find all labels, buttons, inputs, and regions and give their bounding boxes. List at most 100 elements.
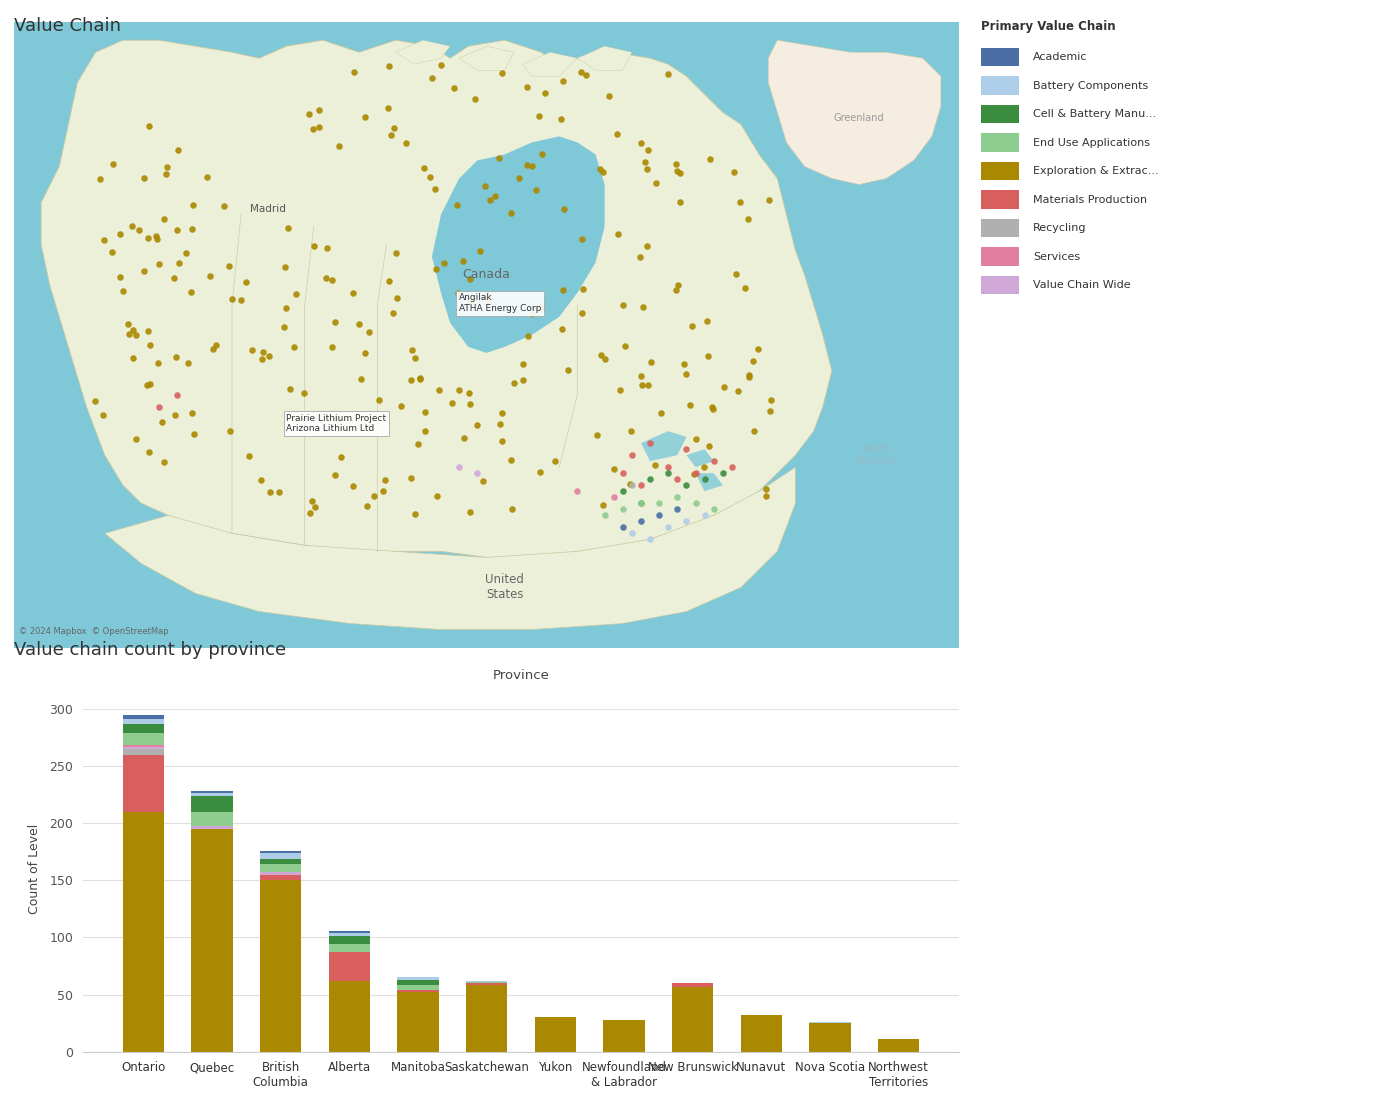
Point (500, 204, 522, 221)
Bar (328, 933, 370, 937)
Bar (328, 944, 370, 952)
Bar (328, 931, 370, 933)
Point (621, 476, 643, 494)
Point (219, 422, 242, 439)
Point (469, 241, 491, 259)
Point (374, 472, 396, 489)
Point (353, 108, 375, 126)
Point (316, 269, 338, 287)
Point (683, 466, 705, 484)
Point (382, 304, 404, 322)
Point (639, 530, 661, 548)
Point (425, 487, 447, 505)
Point (713, 379, 736, 396)
Point (629, 248, 651, 266)
Bar (397, 992, 439, 1052)
Point (665, 281, 687, 299)
Point (632, 298, 654, 315)
Point (475, 288, 497, 306)
Point (684, 464, 707, 482)
Point (279, 380, 301, 397)
Point (516, 156, 538, 174)
Bar (192, 829, 232, 1052)
Point (150, 413, 172, 431)
Point (621, 525, 643, 542)
Point (92, 231, 115, 249)
Point (348, 315, 370, 333)
Point (629, 495, 651, 513)
Bar (123, 724, 164, 733)
Text: © 2024 Mapbox  © OpenStreetMap: © 2024 Mapbox © OpenStreetMap (18, 628, 168, 637)
Point (458, 504, 480, 521)
Point (428, 381, 450, 399)
Point (276, 219, 298, 237)
Point (755, 480, 777, 498)
Point (258, 348, 280, 365)
FancyBboxPatch shape (981, 133, 1020, 152)
Polygon shape (41, 40, 832, 558)
Point (466, 464, 489, 482)
Point (342, 63, 364, 81)
Text: Greenland: Greenland (834, 113, 885, 123)
Point (696, 312, 718, 330)
Bar (192, 792, 232, 793)
Point (701, 397, 723, 415)
Point (145, 227, 167, 245)
Text: Canada: Canada (462, 268, 511, 281)
Point (570, 304, 592, 322)
Point (92, 406, 115, 424)
Point (592, 497, 614, 515)
Bar (192, 811, 232, 826)
Point (592, 164, 614, 182)
Point (552, 200, 574, 218)
Point (479, 192, 501, 209)
Point (639, 434, 661, 452)
Title: Province: Province (493, 670, 549, 682)
Point (529, 107, 551, 125)
Point (443, 80, 465, 97)
Point (163, 269, 185, 287)
Point (275, 258, 297, 276)
Point (531, 146, 553, 164)
Point (635, 153, 657, 170)
Point (175, 245, 197, 262)
Point (371, 482, 393, 499)
Point (551, 320, 573, 338)
Point (702, 453, 724, 470)
Point (675, 441, 697, 458)
Point (134, 262, 156, 280)
Bar (123, 747, 164, 749)
Bar (259, 872, 301, 875)
FancyBboxPatch shape (981, 162, 1020, 180)
Point (518, 328, 540, 345)
Point (431, 56, 453, 74)
Bar (192, 796, 232, 811)
Point (629, 476, 651, 494)
Bar (397, 977, 439, 980)
Point (395, 134, 417, 152)
Point (408, 369, 431, 386)
Point (526, 180, 548, 198)
Bar (328, 981, 370, 1052)
Point (132, 169, 155, 187)
Point (308, 118, 330, 136)
Point (221, 290, 243, 308)
Text: Angilak
ATHA Energy Corp: Angilak ATHA Energy Corp (460, 293, 541, 313)
Point (607, 225, 629, 242)
FancyBboxPatch shape (981, 219, 1020, 237)
Bar (123, 745, 164, 747)
Point (182, 425, 204, 443)
Point (529, 463, 551, 480)
Point (304, 498, 326, 516)
Point (522, 306, 544, 323)
Point (201, 341, 224, 359)
Point (673, 355, 696, 373)
Point (629, 513, 651, 530)
Point (389, 397, 411, 415)
Point (571, 230, 593, 248)
Point (433, 254, 455, 271)
Polygon shape (432, 136, 604, 353)
Bar (192, 793, 232, 796)
Point (404, 505, 426, 523)
Point (414, 423, 436, 441)
